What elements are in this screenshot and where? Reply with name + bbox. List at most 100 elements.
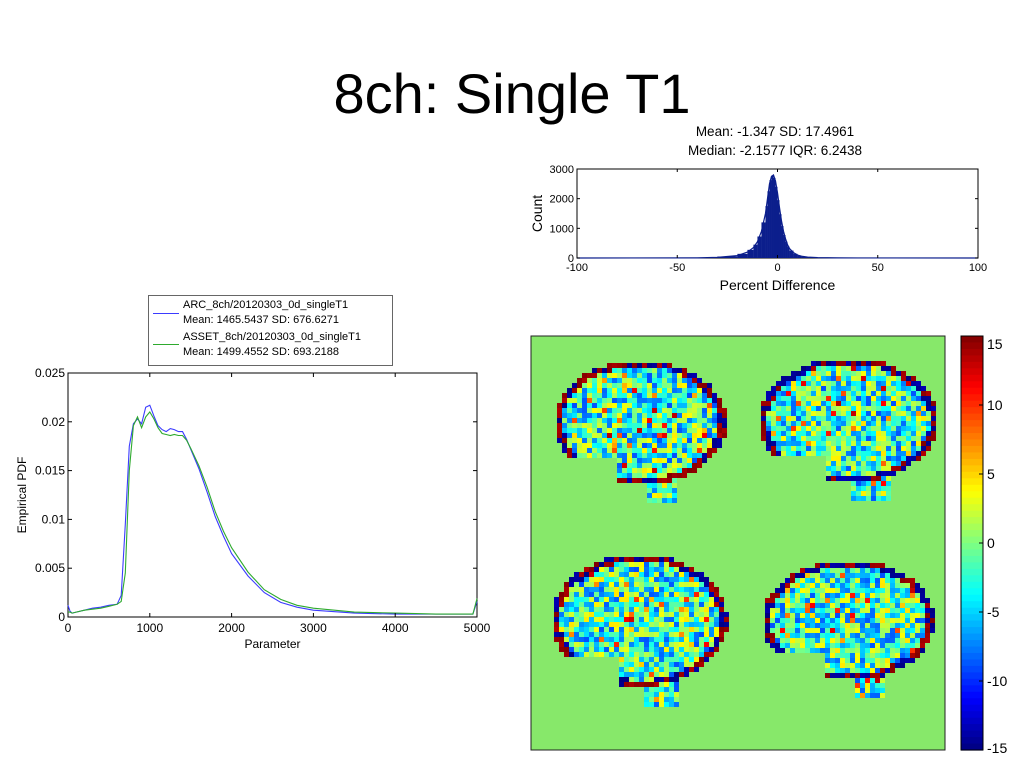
brain-voxel <box>786 441 791 446</box>
brain-voxel <box>811 441 816 446</box>
brain-voxel <box>692 403 697 408</box>
brain-voxel <box>895 603 900 608</box>
brain-voxel <box>629 652 634 657</box>
brain-voxel <box>647 418 652 423</box>
brain-voxel <box>597 378 602 383</box>
brain-voxel <box>624 662 629 667</box>
brain-voxel <box>835 573 840 578</box>
brain-voxel <box>657 493 662 498</box>
brain-voxel <box>652 483 657 488</box>
brain-voxel <box>577 383 582 388</box>
brain-voxel <box>905 618 910 623</box>
brain-voxel <box>790 603 795 608</box>
brain-voxel <box>880 683 885 688</box>
brain-voxel <box>634 572 639 577</box>
brain-voxel <box>796 376 801 381</box>
brain-voxel <box>684 622 689 627</box>
brain-voxel <box>614 617 619 622</box>
brain-voxel <box>786 401 791 406</box>
brain-voxel <box>885 648 890 653</box>
brain-voxel <box>926 421 931 426</box>
brain-voxel <box>890 588 895 593</box>
brain-voxel <box>926 396 931 401</box>
brain-voxel <box>781 401 786 406</box>
brain-voxel <box>876 411 881 416</box>
brain-voxel <box>865 668 870 673</box>
brain-voxel <box>714 587 719 592</box>
brain-voxel <box>881 446 886 451</box>
brain-voxel <box>564 652 569 657</box>
brain-voxel <box>800 648 805 653</box>
brain-voxel <box>559 602 564 607</box>
brain-voxel <box>841 461 846 466</box>
brain-voxel <box>657 363 662 368</box>
brain-voxel <box>876 451 881 456</box>
brain-voxel <box>654 577 659 582</box>
brain-voxel <box>850 633 855 638</box>
brain-voxel <box>714 632 719 637</box>
brain-voxel <box>781 441 786 446</box>
brain-voxel <box>851 471 856 476</box>
brain-voxel <box>860 633 865 638</box>
brain-voxel <box>916 426 921 431</box>
brain-voxel <box>886 426 891 431</box>
colorbar-segment <box>961 458 983 466</box>
brain-voxel <box>627 398 632 403</box>
brain-voxel <box>669 602 674 607</box>
brain-voxel <box>810 608 815 613</box>
brain-voxel <box>619 567 624 572</box>
brain-voxel <box>856 441 861 446</box>
brain-voxel <box>709 627 714 632</box>
pdf-y-tick-label: 0 <box>58 610 65 624</box>
brain-voxel <box>622 398 627 403</box>
brain-voxel <box>697 408 702 413</box>
brain-voxel <box>672 418 677 423</box>
brain-voxel <box>845 613 850 618</box>
brain-voxel <box>632 373 637 378</box>
brain-voxel <box>594 642 599 647</box>
brain-voxel <box>709 587 714 592</box>
brain-voxel <box>866 401 871 406</box>
brain-voxel <box>921 411 926 416</box>
brain-voxel <box>589 622 594 627</box>
brain-voxel <box>861 496 866 501</box>
brain-voxel <box>846 441 851 446</box>
brain-voxel <box>699 642 704 647</box>
brain-voxel <box>905 578 910 583</box>
brain-voxel <box>677 368 682 373</box>
brain-voxel <box>647 483 652 488</box>
brain-voxel <box>785 588 790 593</box>
brain-voxel <box>599 607 604 612</box>
brain-voxel <box>905 593 910 598</box>
brain-voxel <box>617 393 622 398</box>
brain-voxel <box>871 436 876 441</box>
brain-voxel <box>876 441 881 446</box>
brain-voxel <box>687 378 692 383</box>
brain-voxel <box>627 388 632 393</box>
brain-voxel <box>567 408 572 413</box>
brain-voxel <box>846 476 851 481</box>
brain-voxel <box>692 378 697 383</box>
brain-voxel <box>584 652 589 657</box>
brain-voxel <box>781 421 786 426</box>
brain-voxel <box>567 423 572 428</box>
brain-voxel <box>926 441 931 446</box>
brain-voxel <box>806 391 811 396</box>
brain-voxel <box>569 587 574 592</box>
brain-voxel <box>674 612 679 617</box>
brain-voxel <box>810 643 815 648</box>
brain-voxel <box>672 433 677 438</box>
brain-voxel <box>776 416 781 421</box>
brain-voxel <box>841 381 846 386</box>
brain-voxel <box>574 627 579 632</box>
brain-voxel <box>699 602 704 607</box>
brain-voxel <box>652 363 657 368</box>
brain-voxel <box>694 577 699 582</box>
brain-voxel <box>722 418 727 423</box>
brain-voxel <box>895 643 900 648</box>
brain-voxel <box>921 386 926 391</box>
brain-voxel <box>684 647 689 652</box>
brain-voxel <box>771 426 776 431</box>
brain-voxel <box>891 451 896 456</box>
